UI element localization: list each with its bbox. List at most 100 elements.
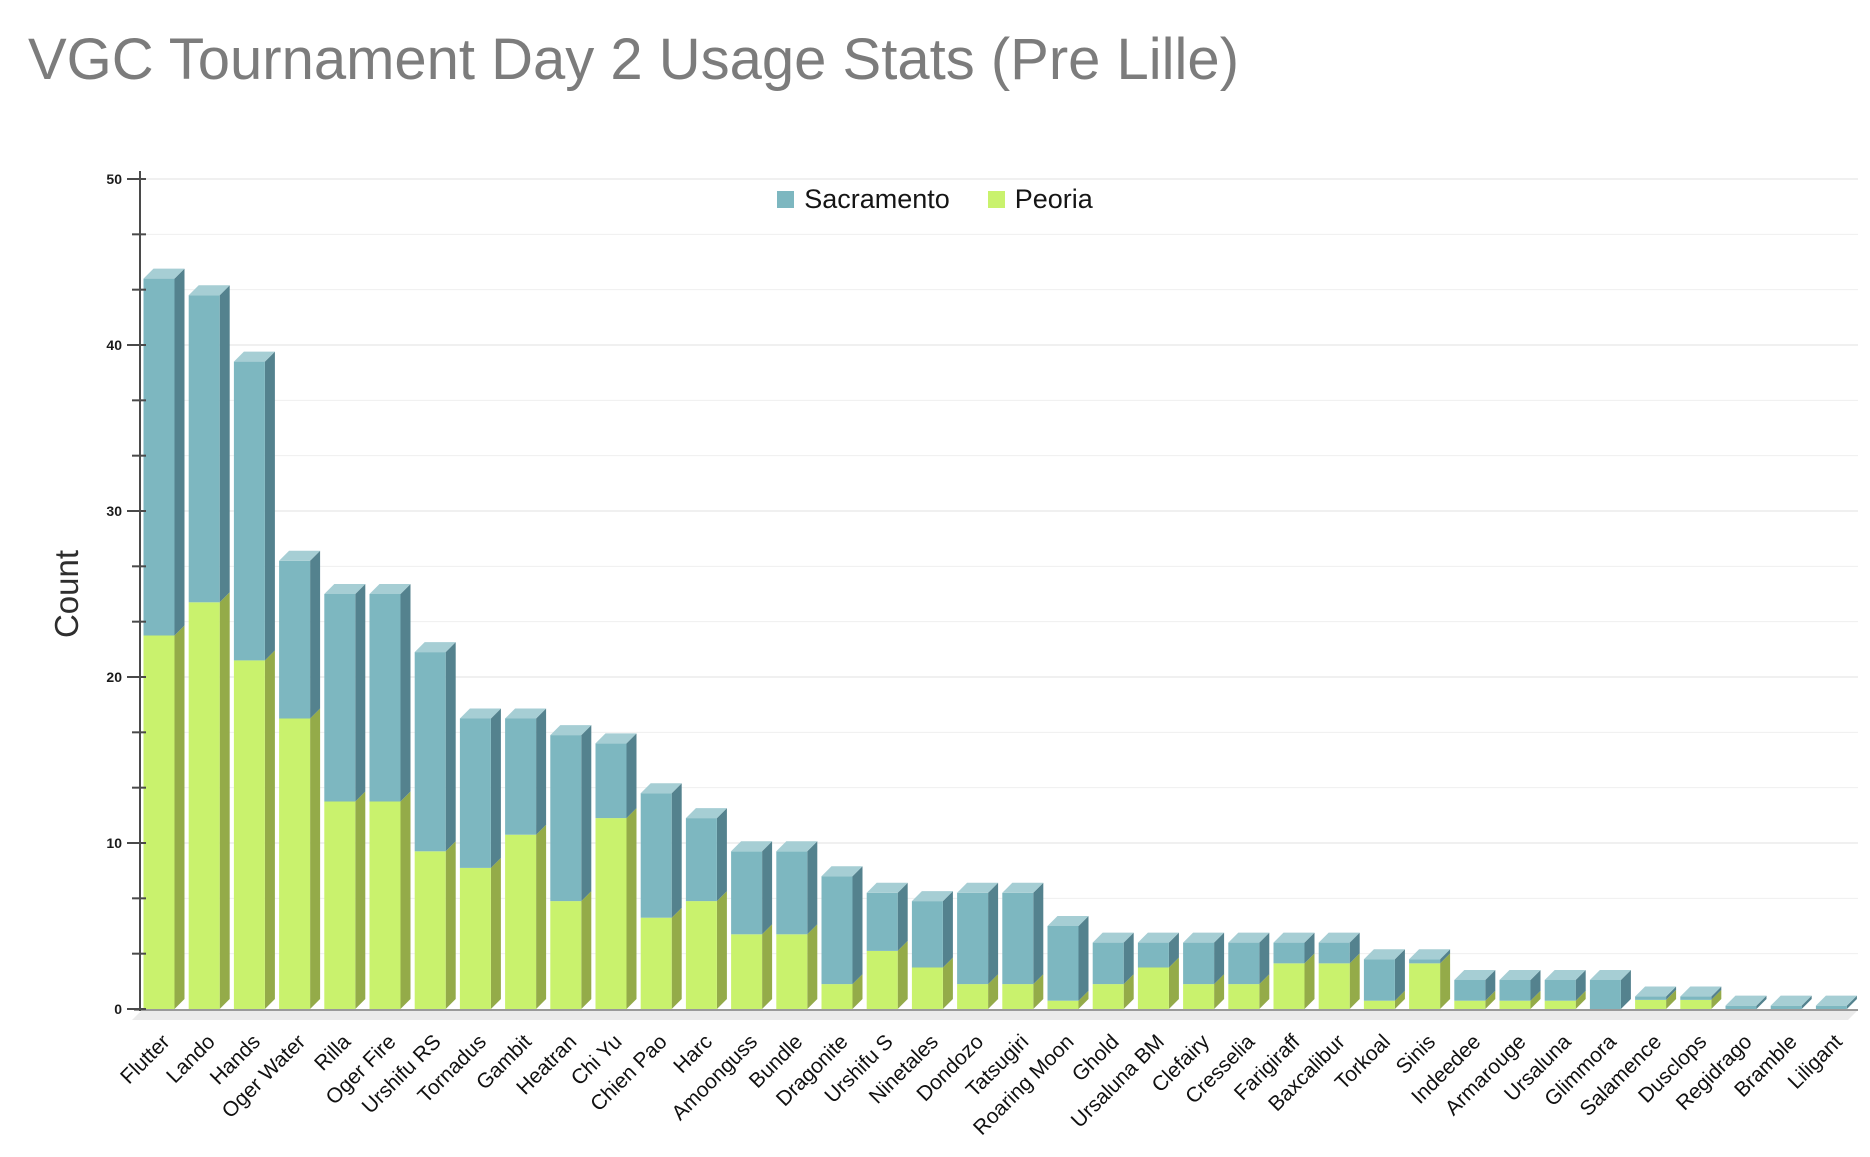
bar-hands [233,351,275,1009]
sacramento-side-face [1259,932,1270,985]
sacramento-segment [1454,979,1486,1001]
bar-top-face [414,642,456,653]
bar-top-face [731,841,773,852]
bar-top-face [1137,932,1179,943]
peoria-segment [143,635,175,1009]
bar-dragonite [821,866,863,1009]
bar-top-face [550,725,592,736]
bar-torkoal [1363,949,1405,1009]
sacramento-side-face [1711,986,1722,1000]
peoria-segment [731,934,763,1009]
sacramento-segment [1318,942,1350,964]
bar-top-face [1002,882,1044,893]
peoria-side-face [445,841,456,1009]
peoria-side-face [1304,953,1315,1009]
peoria-side-face [1349,953,1360,1009]
bar-top-face [595,733,637,744]
sacramento-segment [1680,996,1712,1000]
bar-top-face [505,708,547,719]
sacramento-segment [731,851,763,935]
sacramento-side-face [1530,969,1541,1001]
sacramento-side-face [536,708,547,835]
sacramento-segment [1092,942,1124,985]
sacramento-side-face [490,708,501,868]
sacramento-side-face [174,268,185,636]
bar-bramble [1770,995,1812,1009]
sacramento-side-face [626,733,637,819]
peoria-side-face [174,625,185,1009]
sacramento-side-face [310,550,321,719]
y-tick-label: 20 [106,669,122,685]
bar-top-face [866,882,908,893]
peoria-side-face [490,857,501,1009]
sacramento-segment [1499,979,1531,1001]
bar-top-face [188,285,230,296]
legend-item-sacramento: Sacramento [777,184,950,215]
peoria-segment [1363,1000,1395,1009]
sacramento-side-face [716,808,727,902]
sacramento-side-face [581,725,592,902]
peoria-side-face [988,974,999,1009]
peoria-side-face [1440,953,1451,1009]
bar-baxcalibur [1318,932,1360,1009]
sacramento-segment [1273,942,1305,964]
peoria-segment [369,801,401,1009]
bar-top-face [1589,969,1631,980]
peoria-segment [1137,967,1169,1009]
legend-label-peoria: Peoria [1014,184,1093,214]
peoria-side-face [1214,974,1225,1009]
peoria-segment [1499,1000,1531,1009]
peoria-segment [1454,1000,1486,1009]
sacramento-side-face [264,351,275,661]
sacramento-segment [1770,1005,1802,1009]
sacramento-segment [1047,926,1079,1001]
bar-harc [685,808,727,1009]
bar-heatran [550,725,592,1009]
bar-top-face [1092,932,1134,943]
bar-top-face [1725,995,1767,1006]
peoria-segment [640,917,672,1009]
peoria-segment [595,818,627,1009]
sacramento-side-face [400,584,411,802]
peoria-segment [957,984,989,1009]
peoria-side-face [942,957,953,1009]
peoria-segment [188,602,220,1009]
bar-top-face [143,268,185,279]
peoria-side-face [1259,974,1270,1009]
bar-armarouge [1499,969,1541,1009]
sacramento-side-face [1214,932,1225,985]
peoria-segment [505,834,537,1009]
peoria-side-face [762,924,773,1009]
sacramento-segment [505,718,537,835]
bar-urshifu-s [866,882,908,1009]
bar-flutter [143,268,185,1009]
sacramento-segment [957,892,989,985]
bar-lando [188,285,230,1009]
bar-tatsugiri [1002,882,1044,1009]
sacramento-side-face [897,882,908,951]
chart-floor [132,1010,1858,1020]
bar-top-face [324,584,366,594]
sacramento-side-face [219,285,230,603]
bar-cresselia [1228,932,1270,1009]
sacramento-side-face [355,584,366,802]
bar-top-face [459,708,501,719]
bar-top-face [279,550,321,561]
bar-top-face [1815,995,1857,1006]
peoria-side-face [716,891,727,1009]
bar-top-face [1228,932,1270,943]
peoria-side-face [1078,990,1089,1009]
peoria-side-face [1033,974,1044,1009]
bar-glimmora [1589,969,1631,1009]
bar-oger-water [279,550,321,1009]
legend-item-peoria: Peoria [987,184,1093,215]
peoria-segment [776,934,808,1009]
bar-dusclops [1680,986,1722,1009]
peoria-segment [1273,963,1305,1009]
sacramento-side-face [671,783,682,918]
sacramento-segment [1002,892,1034,985]
peoria-side-face [1530,990,1541,1009]
peoria-side-face [536,824,547,1009]
y-tick-label: 10 [106,835,122,851]
sacramento-side-face [1575,969,1586,1001]
